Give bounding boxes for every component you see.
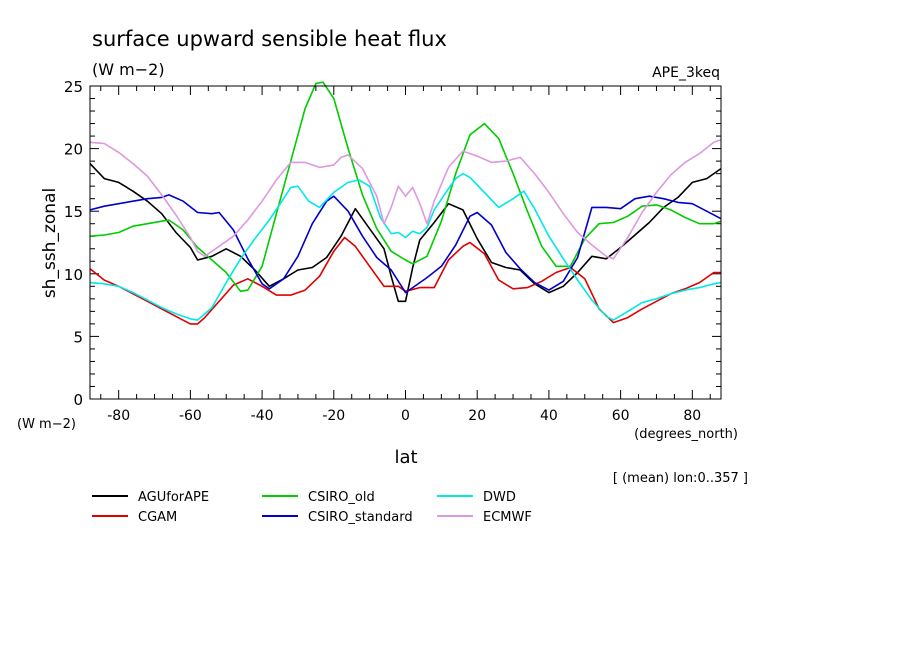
axis-ticks (90, 86, 721, 399)
tick-labels: -80 -60 -40 -20 0 20 40 60 80 0 5 10 15 20 25 (64, 78, 701, 424)
legend: AGUforAPE CGAM CSIRO_old CSIRO_standard DWD E… (92, 490, 532, 525)
series-lines (89, 81, 722, 325)
y-tick-label: 10 (64, 266, 83, 284)
x-axis-units: (degrees_north) (634, 427, 738, 442)
x-tick-label: -20 (322, 408, 345, 424)
plot-frame (89, 85, 722, 400)
series-line-csiro-old (89, 81, 722, 293)
legend-label: CGAM (138, 510, 177, 525)
series-line-csiro-standard (89, 194, 722, 294)
y-tick-label: 25 (64, 78, 83, 96)
x-tick-label: -60 (179, 408, 202, 424)
y-tick-label: 5 (73, 328, 83, 346)
x-tick-label: -40 (251, 408, 274, 424)
series-line-ecmwf (89, 139, 722, 260)
series-line-cgam (89, 236, 721, 325)
x-tick-label: -80 (107, 408, 130, 424)
legend-label: CSIRO_standard (308, 510, 413, 525)
y-axis-label: sh_ssh_zonal (40, 188, 60, 298)
x-axis-label: lat (394, 447, 417, 468)
legend-label: ECMWF (483, 510, 532, 525)
x-tick-label: 40 (540, 408, 558, 424)
y-tick-label: 20 (64, 141, 83, 159)
legend-label: AGUforAPE (138, 490, 209, 505)
y-axis-units: (W m−2) (17, 417, 76, 432)
experiment-label: APE_3keq (652, 65, 720, 81)
x-tick-label: 80 (683, 408, 701, 424)
y-tick-label: 0 (73, 391, 83, 409)
legend-label: DWD (483, 490, 516, 505)
series-line-dwd (89, 172, 722, 321)
y-tick-label: 15 (64, 203, 83, 221)
x-tick-label: 0 (401, 408, 410, 424)
chart-title: surface upward sensible heat flux (92, 27, 447, 51)
legend-label: CSIRO_old (308, 490, 375, 505)
x-tick-label: 20 (468, 408, 486, 424)
chart-units: (W m−2) (92, 60, 165, 79)
x-tick-label: 60 (612, 408, 630, 424)
averaging-note: [ (mean) lon:0..357 ] (613, 471, 748, 486)
